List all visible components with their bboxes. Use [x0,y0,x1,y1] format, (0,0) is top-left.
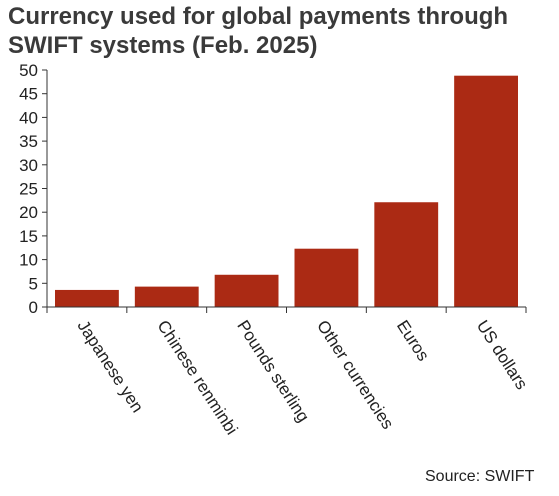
x-tick-label: Japanese yen [74,317,148,416]
y-tick-label: 40 [19,108,38,127]
x-tick-label: Other currencies [313,317,397,433]
y-tick-label: 50 [19,61,38,80]
bar [454,75,518,307]
chart-title: Currency used for global payments throug… [8,3,509,59]
x-tick-label: Chinese renminbi [153,317,241,438]
y-tick-label: 25 [19,180,38,199]
bar [374,202,439,307]
y-tick-label: 15 [19,227,38,246]
y-tick-label: 5 [29,274,38,293]
y-tick-label: 0 [29,298,38,317]
y-tick-label: 30 [19,156,38,175]
bar [134,286,199,307]
bar [214,274,279,307]
x-tick-label: Pounds sterling [233,317,313,426]
bar [294,248,359,307]
y-tick-label: 10 [19,251,38,270]
bar [55,289,119,307]
y-tick-label: 35 [19,132,38,151]
y-tick-label: 20 [19,203,38,222]
x-tick-label: US dollars [473,317,532,393]
y-tick-label: 45 [19,85,38,104]
x-tick-label: Euros [393,317,433,365]
source-note: Source: SWIFT [425,468,535,485]
